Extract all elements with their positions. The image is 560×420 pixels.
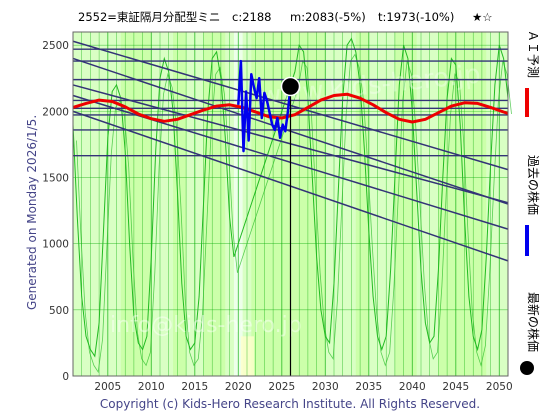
x-tick-label: 2050 <box>486 381 513 393</box>
y-tick-label: 2500 <box>42 40 69 52</box>
x-axis-ticks: 2005 2010 2015 2020 2025 2030 2035 2040 2045 2050 <box>94 381 512 393</box>
watermark-email: info@kids-hero.jp <box>110 313 302 338</box>
highlight-band <box>151 32 174 376</box>
legend-latest-swatch <box>520 361 534 375</box>
past-price-line <box>237 59 292 153</box>
x-tick-label: 2015 <box>181 381 208 393</box>
y-axis-ticks: 0 500 1000 1500 2000 2500 <box>42 40 69 383</box>
copyright-footer: Copyright (c) Kids-Hero Research Institu… <box>100 397 480 411</box>
plot-frame <box>72 31 509 377</box>
x-tick-label: 2025 <box>268 381 295 393</box>
header-current: c:2188 <box>232 10 271 24</box>
cycle-wave-line <box>72 37 509 358</box>
legend-past-label: 過去の株価 <box>526 155 541 215</box>
y-tick-label: 1500 <box>42 173 69 185</box>
legend-ai-label: ＡＩ予測 <box>526 30 540 78</box>
generated-date-label: Generated on Monday 2026/1/5. <box>25 115 39 310</box>
past-price-path <box>237 59 292 153</box>
header-stars: ★☆ <box>472 10 493 24</box>
x-tick-label: 2030 <box>312 381 339 393</box>
highlight-band <box>486 32 508 376</box>
latest-price-marker <box>280 76 301 376</box>
cycle-wave <box>72 37 512 374</box>
y-tick-label: 2000 <box>42 106 69 118</box>
ai-forecast-path <box>72 92 509 124</box>
ai-forecast-line <box>72 92 509 124</box>
header-median: m:2083(-5%) <box>290 10 366 24</box>
legend: ＡＩ予測 過去の株価 最新の株価 <box>520 30 541 375</box>
header-ticker: 2552=東証隔月分配型ミニ <box>78 10 220 24</box>
cycle-wave-line <box>76 53 512 374</box>
y-tick-label: 500 <box>49 305 69 317</box>
latest-price-point <box>280 76 301 97</box>
highlight-band <box>368 32 395 376</box>
legend-latest-label: 最新の株価 <box>526 292 541 352</box>
y-tick-label: 0 <box>62 371 69 383</box>
x-tick-label: 2020 <box>225 381 252 393</box>
highlight-band <box>73 32 121 376</box>
y-tick-label: 1000 <box>42 239 69 251</box>
plot-area: www.kids-hero.jp info@kids-hero.jp <box>72 31 512 377</box>
x-tick-label: 2005 <box>94 381 121 393</box>
header-target: t:1973(-10%) <box>378 10 454 24</box>
x-tick-label: 2040 <box>399 381 426 393</box>
x-tick-label: 2045 <box>442 381 469 393</box>
x-tick-label: 2035 <box>355 381 382 393</box>
highlight-band <box>240 336 254 376</box>
x-tick-label: 2010 <box>138 381 165 393</box>
